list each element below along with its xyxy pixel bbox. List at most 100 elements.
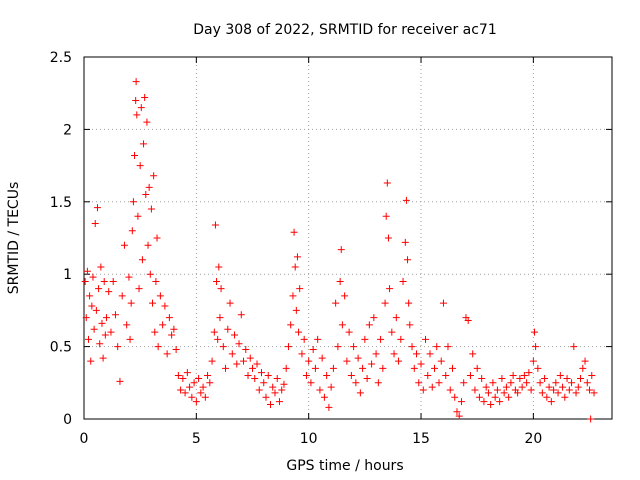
data-point — [532, 343, 540, 351]
data-point — [435, 379, 443, 387]
data-point — [460, 379, 468, 387]
data-point — [145, 183, 153, 191]
data-point — [341, 292, 349, 300]
data-point — [128, 227, 136, 235]
data-point — [370, 314, 378, 322]
data-point — [523, 379, 531, 387]
data-point — [590, 389, 598, 397]
data-point — [154, 343, 162, 351]
data-point — [88, 302, 96, 310]
data-point — [211, 221, 219, 229]
data-point — [469, 350, 477, 358]
data-point — [305, 357, 313, 365]
data-point — [91, 220, 99, 228]
data-point — [439, 299, 447, 307]
data-point — [129, 198, 137, 206]
data-point — [505, 393, 513, 401]
y-tick-label: 2.5 — [50, 50, 72, 66]
data-point — [408, 343, 416, 351]
data-point — [527, 386, 535, 394]
data-point — [442, 372, 450, 380]
data-point — [377, 335, 385, 343]
data-point — [404, 256, 412, 264]
data-point — [541, 374, 549, 382]
data-point — [87, 357, 95, 365]
data-point — [146, 270, 154, 278]
data-point — [143, 118, 151, 126]
data-point — [89, 273, 97, 281]
data-point — [478, 374, 486, 382]
data-point — [379, 364, 387, 372]
data-point — [415, 379, 423, 387]
data-point — [177, 386, 185, 394]
data-point — [534, 364, 542, 372]
data-point — [514, 389, 522, 397]
data-point — [520, 372, 528, 380]
data-point — [186, 383, 194, 391]
data-point — [354, 354, 362, 362]
data-point — [284, 343, 292, 351]
data-point — [453, 408, 461, 416]
data-point — [446, 386, 454, 394]
data-point — [170, 325, 178, 333]
data-point — [314, 335, 322, 343]
data-point — [140, 140, 148, 148]
data-point — [563, 374, 571, 382]
data-point — [125, 273, 133, 281]
x-tick-label: 10 — [300, 431, 318, 447]
data-point — [133, 111, 141, 119]
data-point — [347, 372, 355, 380]
data-point — [111, 311, 119, 319]
x-tick-label: 20 — [524, 431, 542, 447]
data-point — [81, 277, 89, 285]
data-point — [568, 379, 576, 387]
data-point — [552, 379, 560, 387]
data-point — [352, 379, 360, 387]
data-point — [90, 325, 98, 333]
data-point — [131, 151, 139, 159]
data-point — [489, 379, 497, 387]
data-point — [195, 374, 203, 382]
data-point — [359, 364, 367, 372]
data-point — [82, 314, 90, 322]
data-point — [325, 403, 333, 411]
data-point — [293, 253, 301, 261]
x-tick-label: 5 — [192, 431, 201, 447]
y-tick-label: 2 — [63, 122, 72, 138]
data-point — [213, 277, 221, 285]
data-point — [96, 340, 104, 348]
data-point — [345, 328, 353, 336]
data-point — [500, 389, 508, 397]
data-point — [381, 299, 389, 307]
data-point — [482, 383, 490, 391]
data-point — [147, 205, 155, 213]
data-point — [260, 379, 268, 387]
data-point — [365, 321, 373, 329]
data-point — [581, 357, 589, 365]
data-point — [144, 241, 152, 249]
data-point — [311, 364, 319, 372]
data-point — [233, 360, 241, 368]
data-point — [545, 383, 553, 391]
data-point — [95, 285, 103, 293]
data-point — [83, 267, 91, 275]
data-point — [165, 314, 173, 322]
data-point — [290, 228, 298, 236]
data-point — [192, 398, 200, 406]
x-axis-label: GPS time / hours — [286, 458, 403, 474]
data-point — [491, 393, 499, 401]
data-point — [190, 379, 198, 387]
data-point — [253, 360, 261, 368]
data-point — [561, 393, 569, 401]
data-point — [390, 350, 398, 358]
data-point — [138, 256, 146, 264]
data-point — [498, 374, 506, 382]
y-tick-label: 1 — [63, 267, 72, 283]
data-point — [401, 238, 409, 246]
data-point — [424, 372, 432, 380]
data-point — [525, 369, 533, 377]
data-point — [559, 383, 567, 391]
data-point — [502, 383, 510, 391]
data-point — [135, 285, 143, 293]
